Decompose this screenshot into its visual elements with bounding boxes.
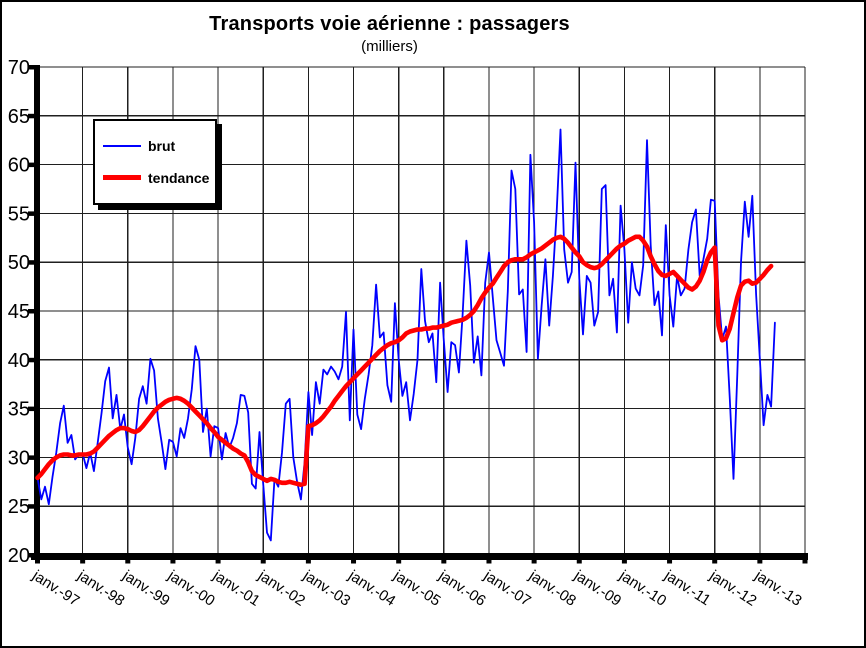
x-axis-tick	[441, 559, 447, 564]
x-axis-tick	[396, 559, 402, 564]
x-tick-label: janv.-10	[615, 567, 669, 610]
y-axis-tick	[28, 455, 35, 460]
legend-label-brut: brut	[148, 138, 176, 155]
chart-subtitle: (milliers)	[361, 38, 418, 55]
y-axis-tick	[28, 260, 35, 265]
x-tick-label: janv.-07	[480, 567, 534, 610]
x-tick-label: janv.-11	[661, 567, 714, 610]
legend-item-tendance: tendance	[103, 169, 210, 186]
y-axis-bar	[34, 65, 40, 560]
x-tick-label: janv.-06	[435, 567, 489, 610]
y-tick-label: 50	[8, 252, 30, 274]
y-axis-tick	[28, 406, 35, 412]
x-tick-label: janv.-03	[299, 567, 353, 610]
y-axis-tick	[28, 211, 35, 216]
y-tick-label: 60	[8, 155, 30, 177]
y-axis-tick	[28, 504, 35, 509]
x-axis-tick	[215, 559, 221, 564]
x-axis-tick	[35, 559, 40, 564]
x-axis-tick	[351, 559, 357, 564]
x-axis-tick	[80, 559, 86, 564]
x-tick-label: janv.-99	[119, 567, 173, 610]
x-tick-label: janv.-98	[74, 567, 128, 610]
legend: brut tendance	[93, 119, 217, 205]
x-axis-tick	[802, 559, 808, 564]
x-axis-tick	[125, 559, 131, 564]
x-tick-label: janv.-13	[751, 567, 805, 610]
y-tick-label: 25	[8, 496, 30, 518]
x-axis-tick	[305, 559, 311, 564]
y-axis-tick	[28, 65, 35, 70]
y-tick-label: 35	[8, 399, 30, 421]
x-tick-label: janv.-09	[570, 567, 624, 610]
x-axis-tick	[260, 559, 266, 564]
y-tick-label: 65	[8, 106, 30, 128]
y-axis-tick	[28, 113, 35, 119]
y-tick-label: 40	[8, 350, 30, 372]
x-tick-label: janv.-05	[390, 567, 444, 610]
x-axis-tick	[621, 559, 627, 564]
legend-item-brut: brut	[103, 138, 207, 154]
x-tick-label: janv.-00	[164, 567, 218, 610]
brut-line-swatch	[103, 145, 141, 148]
x-tick-label: janv.-08	[525, 567, 579, 610]
x-axis-tick	[531, 559, 537, 564]
x-axis-tick	[486, 559, 492, 564]
x-axis-bar	[31, 553, 808, 560]
series-line-brut	[36, 128, 776, 542]
y-axis-tick	[28, 162, 35, 168]
x-axis-tick	[712, 559, 718, 564]
x-tick-label: janv.-97	[28, 567, 82, 610]
y-axis-tick	[28, 553, 35, 558]
x-axis-tick	[667, 559, 673, 564]
x-tick-label: janv.-01	[209, 567, 263, 610]
tendance-line-swatch	[103, 175, 141, 181]
y-axis-tick	[28, 309, 35, 314]
x-axis-tick	[757, 559, 763, 564]
y-tick-label: 20	[8, 545, 30, 567]
y-tick-label: 70	[8, 57, 30, 79]
y-tick-label: 45	[8, 301, 30, 323]
x-tick-label: janv.-02	[254, 567, 308, 610]
y-axis-tick	[28, 357, 35, 363]
x-axis-tick	[576, 559, 582, 564]
chart-title: Transports voie aérienne : passagers	[209, 13, 570, 35]
y-tick-label: 30	[8, 447, 30, 469]
legend-label-tendance: tendance	[148, 169, 210, 186]
series-line-tendance	[35, 234, 774, 488]
y-tick-label: 55	[8, 203, 30, 225]
x-tick-label: janv.-04	[345, 567, 399, 610]
x-axis-tick	[170, 559, 176, 564]
x-tick-label: janv.-12	[706, 567, 760, 610]
